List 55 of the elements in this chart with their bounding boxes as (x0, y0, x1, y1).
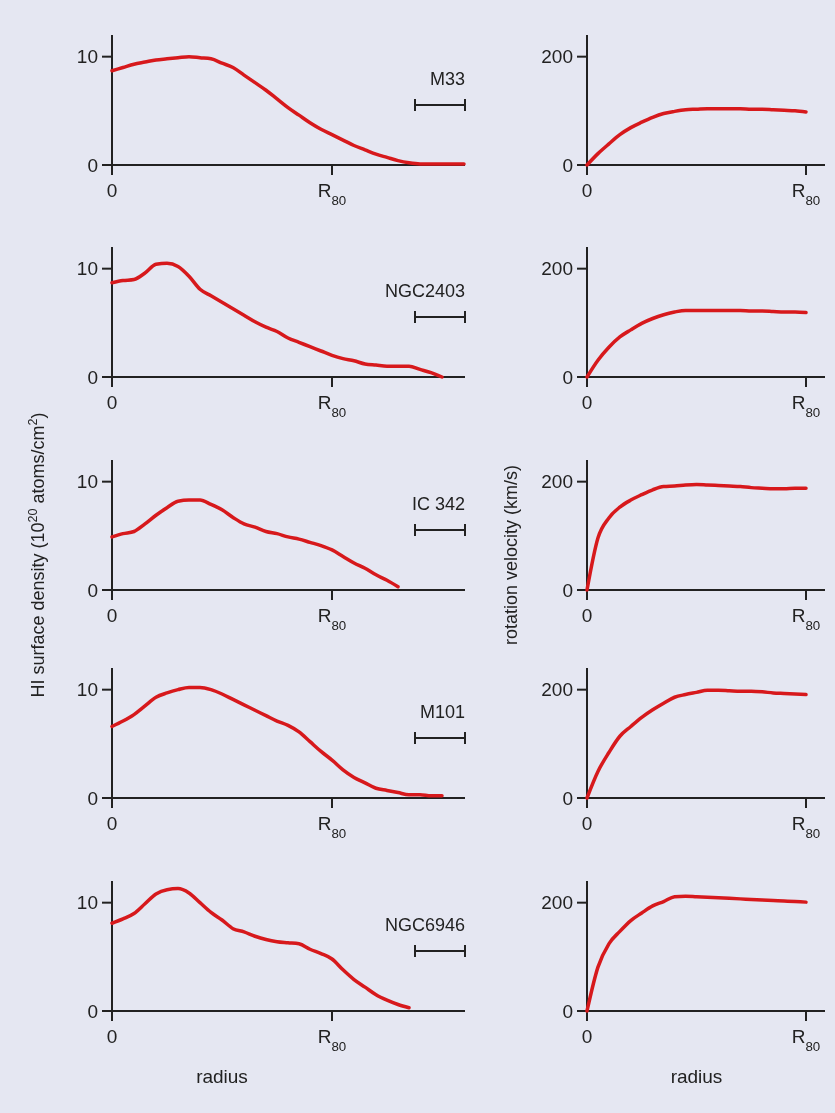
line-series (110, 498, 400, 589)
x-tick-label: 0 (106, 605, 118, 626)
x-axis-title: radius (196, 1066, 248, 1087)
x-tick-label: 0 (106, 180, 118, 201)
annotation: NGC2403 (384, 281, 465, 301)
x-tick-label: R$_{80}$ (791, 813, 821, 841)
y-tick-label: 200 (541, 679, 573, 701)
x-tick-label: R$_{80}$ (317, 1026, 347, 1054)
y-axis-title: rotation velocity (km/s) (501, 464, 521, 646)
y-tick-label: 10 (76, 46, 98, 68)
annotation: IC 342 (411, 494, 465, 514)
y-tick-label: 10 (76, 679, 98, 701)
line-series (585, 106, 808, 167)
y-tick-label: 0 (87, 1000, 98, 1022)
y-tick-label: 200 (541, 46, 573, 68)
x-tick-label: 0 (106, 392, 118, 413)
x-tick-label: R$_{80}$ (791, 605, 821, 633)
x-tick-label: R$_{80}$ (317, 813, 347, 841)
y-tick-label: 0 (87, 154, 98, 176)
line-series (585, 308, 808, 379)
x-tick-label: 0 (106, 813, 118, 834)
x-tick-label: 0 (581, 180, 593, 201)
y-tick-label: 0 (87, 366, 98, 388)
x-axis-title: radius (670, 1066, 723, 1087)
x-tick-label: R$_{80}$ (317, 605, 347, 633)
y-tick-label: 200 (541, 471, 573, 493)
x-tick-label: R$_{80}$ (791, 180, 821, 208)
x-tick-label: 0 (581, 813, 593, 834)
x-tick-label: 0 (581, 392, 593, 413)
x-tick-label: 0 (581, 605, 593, 626)
x-tick-label: R$_{80}$ (317, 180, 347, 208)
y-tick-label: 200 (541, 258, 573, 280)
y-tick-label: 0 (87, 787, 98, 809)
x-tick-label: 0 (106, 1026, 118, 1047)
line-series (585, 688, 808, 800)
y-tick-label: 0 (87, 579, 98, 601)
y-tick-label: 10 (76, 258, 98, 280)
y-tick-label: 0 (562, 1000, 573, 1022)
y-tick-label: 10 (76, 892, 98, 914)
y-tick-label: 200 (541, 892, 573, 914)
x-tick-label: R$_{80}$ (791, 392, 821, 420)
line-series (110, 54, 466, 166)
y-tick-label: 0 (562, 366, 573, 388)
x-tick-label: 0 (581, 1026, 593, 1047)
y-tick-label: 0 (562, 787, 573, 809)
y-tick-label: 0 (562, 579, 573, 601)
y-tick-label: 0 (562, 154, 573, 176)
annotation: NGC6946 (384, 915, 465, 935)
annotation: M101 (419, 702, 465, 722)
y-tick-label: 10 (76, 471, 98, 493)
line-series (585, 894, 808, 1013)
annotation: M33 (429, 69, 465, 89)
x-tick-label: R$_{80}$ (317, 392, 347, 420)
line-series (585, 482, 808, 592)
x-tick-label: R$_{80}$ (791, 1026, 821, 1054)
